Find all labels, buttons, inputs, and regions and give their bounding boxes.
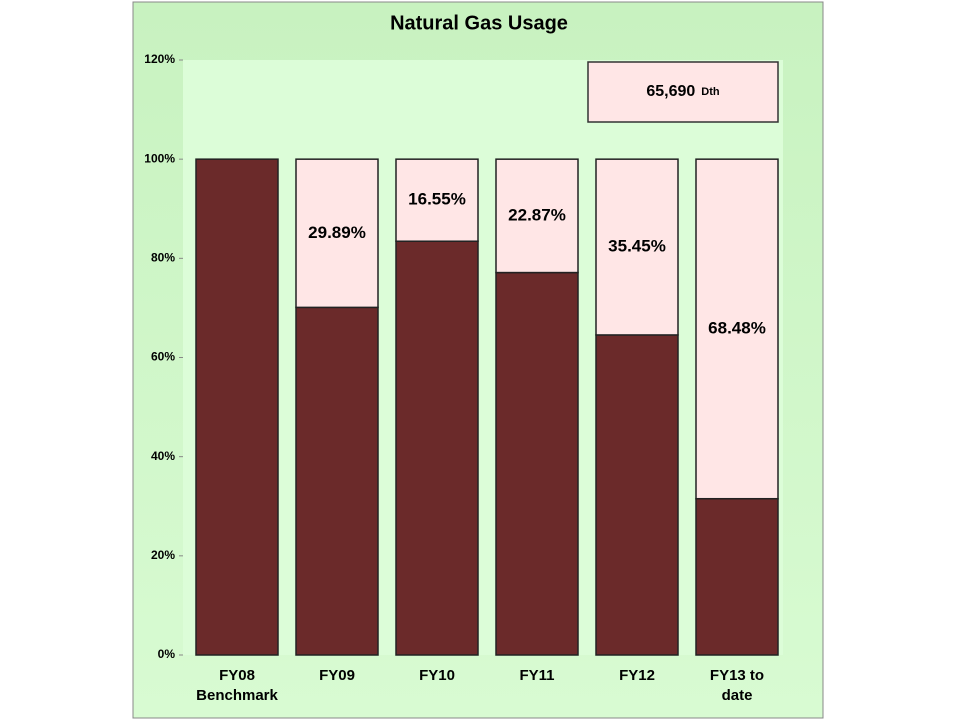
bar-segment xyxy=(595,334,679,656)
value-label: 35.45% xyxy=(608,237,666,256)
x-tick-label: FY12 xyxy=(619,667,655,684)
y-tick-label: 40% xyxy=(151,449,175,463)
bar-segment xyxy=(695,497,779,656)
bar-segment xyxy=(495,158,579,274)
x-tick-label: FY09 xyxy=(319,667,355,684)
bar-segment xyxy=(495,271,579,656)
y-tick-label: 120% xyxy=(144,52,175,66)
annotation-box xyxy=(587,61,779,123)
y-tick-label: 80% xyxy=(151,251,175,265)
annotation-unit: Dth xyxy=(701,86,720,98)
bar-segment xyxy=(695,158,779,500)
y-tick-label: 100% xyxy=(144,151,175,165)
annotation-value: 65,690 xyxy=(646,83,695,100)
plot-area xyxy=(183,60,783,655)
annotation: 65,690 Dth xyxy=(646,83,720,100)
value-label: 22.87% xyxy=(508,205,566,224)
x-tick-label: FY13 to xyxy=(710,667,764,684)
bar-segment xyxy=(395,158,479,242)
bar-segment xyxy=(595,158,679,336)
y-tick-label: 20% xyxy=(151,548,175,562)
y-tick-label: 60% xyxy=(151,350,175,364)
value-label: 68.48% xyxy=(708,318,766,337)
y-tick-label: 0% xyxy=(158,647,176,661)
value-label: 16.55% xyxy=(408,190,466,209)
x-tick-label: FY10 xyxy=(419,667,455,684)
value-label: 29.89% xyxy=(308,223,366,242)
x-tick-label: FY08 xyxy=(219,667,255,684)
bar-segment xyxy=(195,158,279,656)
chart-title: Natural Gas Usage xyxy=(390,12,568,34)
bar-segment xyxy=(395,240,479,656)
bar-segment xyxy=(295,306,379,656)
x-tick-label: Benchmark xyxy=(196,687,278,704)
x-tick-label: FY11 xyxy=(519,667,554,684)
x-tick-label: date xyxy=(722,687,753,704)
bar-segment xyxy=(295,158,379,309)
